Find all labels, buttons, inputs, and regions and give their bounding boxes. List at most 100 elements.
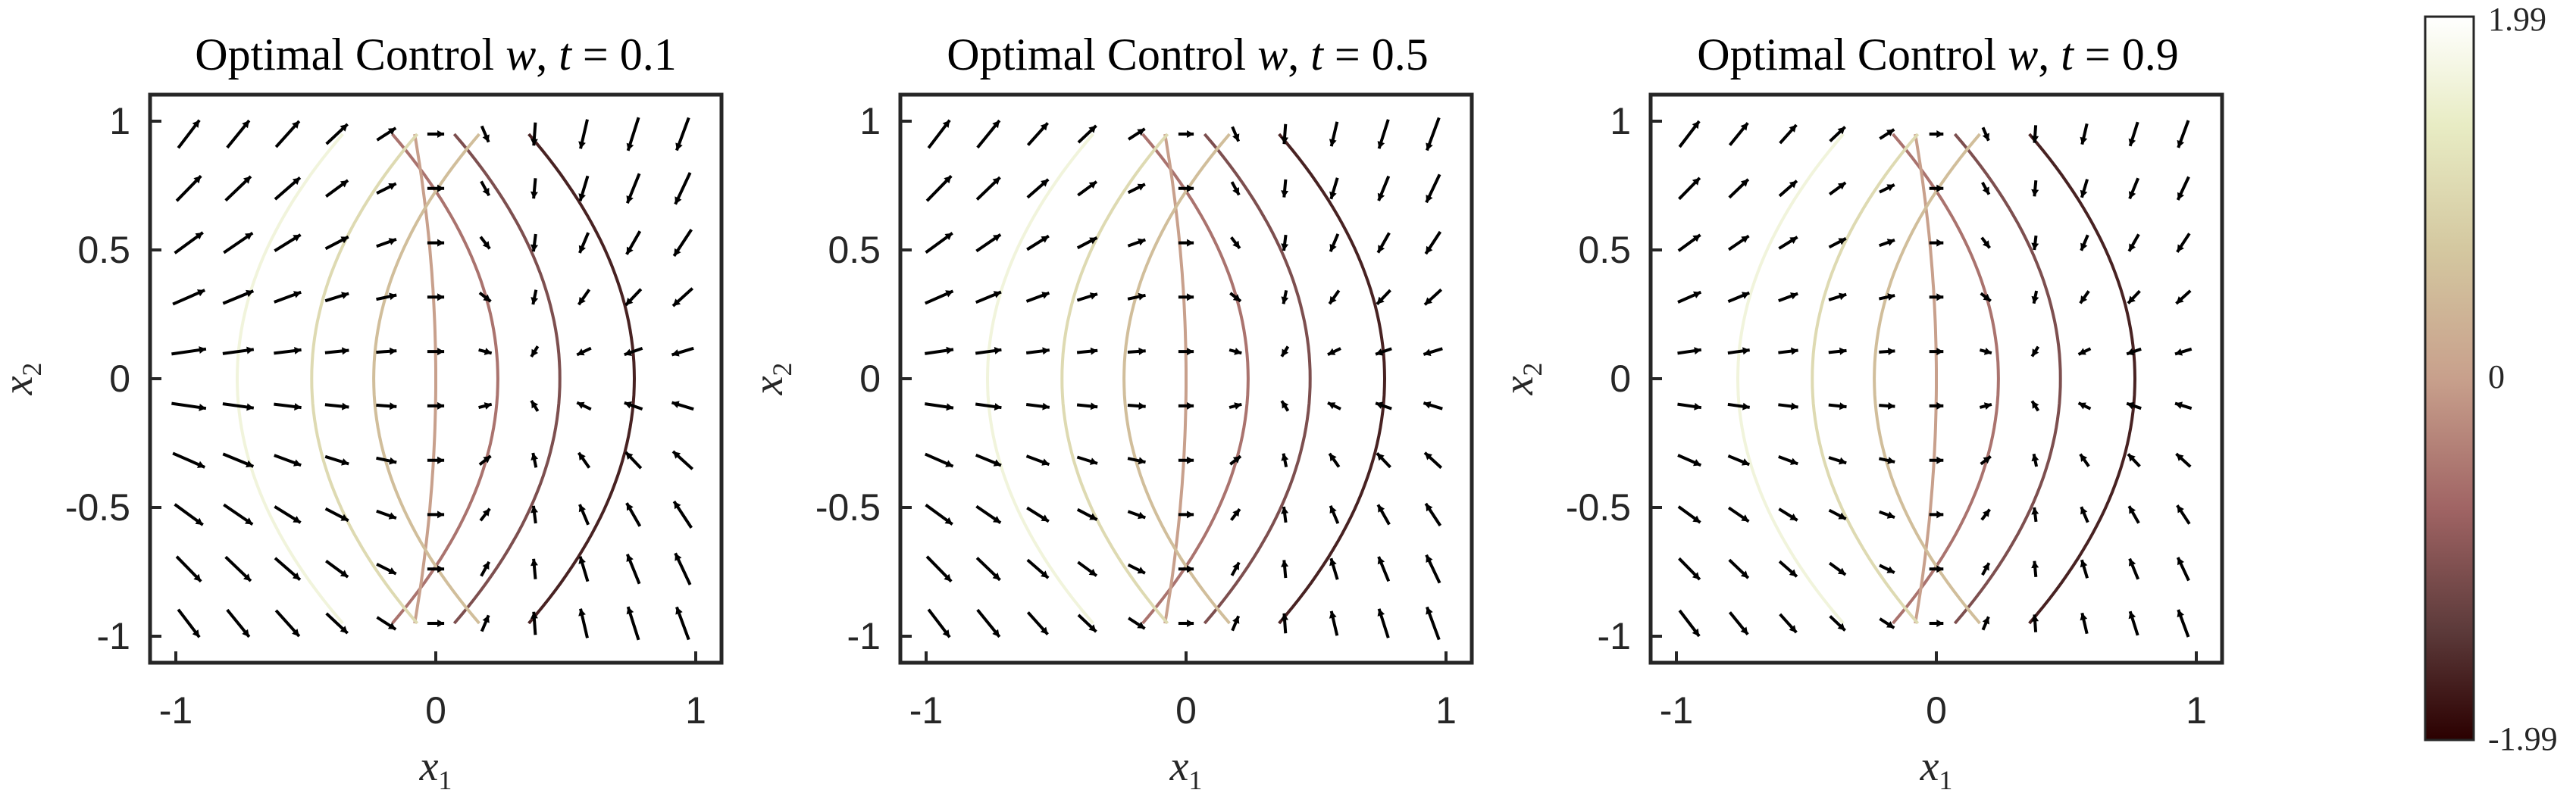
quiver-arrow [174,231,204,254]
quiver-arrow [2080,123,2089,145]
quiver-arrow [531,505,538,524]
quiver-arrow [1127,563,1146,575]
quiver-arrow [1828,347,1847,355]
quiver-arrow [1779,613,1798,634]
quiver-arrow [531,452,539,468]
quiver-arrow [376,616,397,631]
y-tick-label: 0.5 [77,229,130,271]
quiver-arrow [324,454,349,466]
quiver-arrow [1678,120,1701,148]
y-tick-label: 0 [1610,357,1631,400]
quiver-arrow [2127,453,2141,468]
quiver-arrow [1076,455,1098,465]
quiver-arrow [1727,402,1750,411]
contour-line [2028,133,2137,625]
quiver-arrow [625,554,641,585]
quiver-arrow [1377,556,1391,582]
quiver-arrow [1328,452,1341,468]
quiver-arrow [274,505,302,524]
quiver-arrow [2080,506,2089,523]
quiver-arrow [1377,175,1391,201]
quiver-arrow [1727,506,1750,523]
quiver-arrow [625,502,642,527]
x-tick-label: -1 [1660,689,1693,732]
quiver-arrow [427,620,445,627]
quiver-arrow [274,120,301,148]
quiver-arrow [1127,347,1146,355]
panel-1: Optimal Control w, t = 0.1 -1 0 1 1 0.5 … [0,30,724,793]
quiver-arrow [1025,454,1050,467]
quiver-arrow [2126,347,2142,356]
quiver-arrow [1727,234,1750,251]
contour-line [527,133,637,625]
quiver-arrow [530,122,538,146]
quiver-arrow [222,402,255,411]
quiver-arrow [1281,453,1289,468]
quiver-arrow [530,345,540,358]
quiver-arrow [672,229,693,258]
quiver-arrow [1878,293,1895,301]
quiver-arrow [1376,232,1391,254]
quiver-arrow [1778,402,1798,411]
quiver-arrow [1879,239,1895,248]
colorbar-mid-label: 0 [2488,358,2505,395]
quiver-arrow [480,125,490,143]
quiver-arrow [2176,176,2190,201]
quiver-arrow [1929,620,1944,627]
quiver-arrow [1329,557,1339,580]
quiver-arrow [274,347,302,355]
quiver-arrow [1178,130,1194,138]
quiver-arrow [1828,402,1847,411]
quiver-arrow [1280,400,1290,412]
quiver-arrow [1231,126,1241,142]
contour-line [452,133,562,625]
contour-line [1873,133,1981,625]
quiver-arrow [226,119,251,149]
quiver-arrow [1677,347,1702,355]
contour-line [1811,133,1920,625]
quiver-arrow [376,182,397,195]
quiver-arrow [2080,559,2089,579]
quiver-arrow [1879,617,1895,629]
quiver-arrow [1026,178,1050,199]
quiver-arrow [1281,506,1289,523]
contour-lines [235,133,637,625]
x-tick-label: 0 [1175,689,1197,732]
quiver-arrow [376,347,397,355]
y-ticks [900,120,912,638]
quiver-arrow [975,557,1001,582]
quiver-arrow [1329,505,1340,524]
x-tick-label: 1 [2186,689,2207,732]
quiver-arrow [2031,614,2039,632]
quiver-arrow [1025,291,1050,303]
quiver-arrow [1026,611,1049,635]
quiver-arrow [1426,606,1441,641]
quiver-arrow [2031,560,2039,577]
quiver-arrow [177,119,201,149]
quiver-arrow [1979,348,1992,355]
y-tick-label: 0.5 [1578,229,1631,271]
quiver-arrow [1281,560,1289,579]
quiver-arrow [2030,400,2040,412]
quiver-arrow [2126,401,2142,411]
quiver-arrow [1127,183,1146,195]
quiver-arrow [1327,347,1341,357]
quiver-arrow [924,452,954,468]
quiver-arrow [325,179,349,198]
quiver-arrow [1929,293,1944,301]
x-tick-label: 1 [685,689,706,732]
y-tick-label: -0.5 [815,486,881,529]
quiver-arrow [1677,233,1701,252]
quiver-arrow [2080,234,2089,251]
quiver-arrow [1178,239,1194,247]
quiver-arrow [1728,558,1750,579]
quiver-arrow [1678,557,1701,581]
quiver-arrow [1980,292,1992,302]
quiver-arrow [1025,402,1050,411]
quiver-arrow [325,612,349,635]
y-tick-label: 1 [109,100,130,142]
contour-line [1278,133,1387,625]
colorbar: 1.99 0 -1.99 [2424,1,2558,757]
quiver-arrow [1423,288,1443,306]
quiver-arrow [578,232,590,254]
